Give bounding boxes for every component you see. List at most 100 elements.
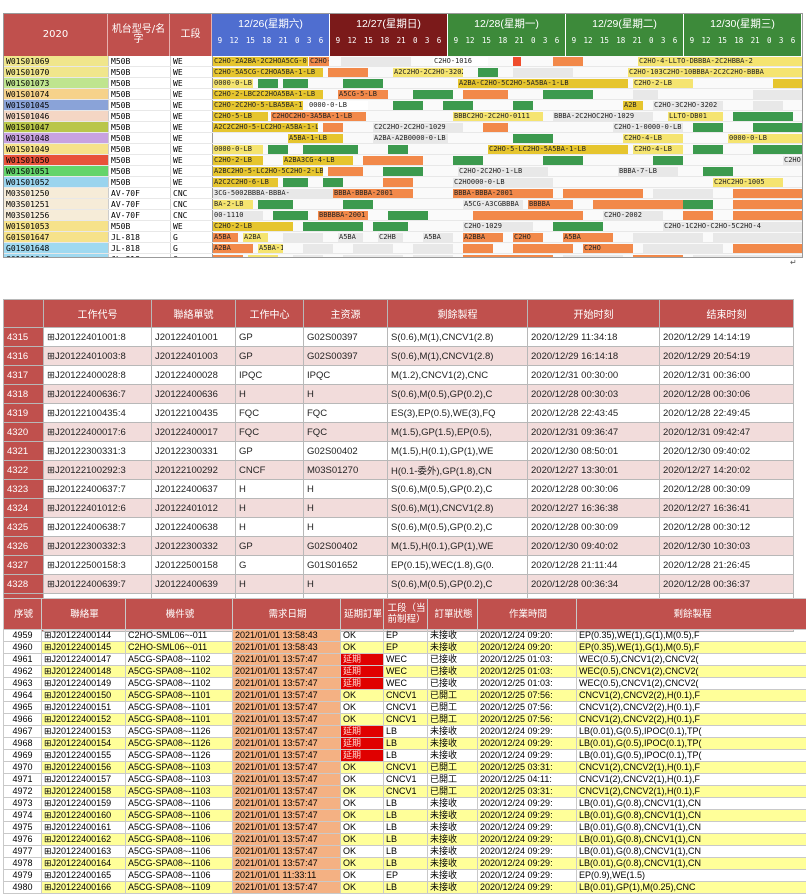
- gantt-task-bar[interactable]: [463, 90, 508, 99]
- gantt-task-bar[interactable]: [593, 200, 683, 209]
- gantt-task-bar[interactable]: A5CG-A3CGBBBA: [463, 200, 523, 209]
- gantt-task-bar[interactable]: C2HC2HO-1005: [713, 178, 783, 187]
- gantt-task-bar[interactable]: [513, 68, 573, 77]
- gantt-task-bar[interactable]: C2HO-3C2HO-3202: [653, 101, 723, 110]
- gantt-task-bar[interactable]: A2BA: [213, 244, 253, 253]
- gantt-task-bar[interactable]: C2HO-5-LC2HO-5A5BA-1-LB: [488, 145, 628, 154]
- gantt-task-bar[interactable]: A2C2HO-2C2HO-3202: [393, 68, 463, 77]
- gantt-task-bar[interactable]: A5CG-5-LB: [338, 90, 388, 99]
- gantt-task-bar[interactable]: [513, 57, 521, 66]
- column-header[interactable]: 機件號: [126, 599, 233, 630]
- gantt-task-bar[interactable]: C2HO-2A2BA-2C2HOA5CG-0-LB: [309, 57, 329, 66]
- gantt-task-bar[interactable]: A2BA-C2HO-5C2HO-5A5BA-1-LB: [458, 79, 628, 88]
- gantt-task-bar[interactable]: [513, 244, 573, 253]
- gantt-task-bar[interactable]: [633, 233, 703, 242]
- column-header[interactable]: 主资源: [304, 300, 388, 328]
- gantt-task-bar[interactable]: [653, 156, 683, 165]
- column-header[interactable]: 工作中心: [236, 300, 304, 328]
- gantt-task-bar[interactable]: [713, 233, 803, 242]
- gantt-task-bar[interactable]: [328, 167, 363, 176]
- gantt-task-bar[interactable]: 0000-0-LB: [308, 101, 368, 110]
- gantt-task-bar[interactable]: [693, 123, 723, 132]
- gantt-task-bar[interactable]: [693, 255, 803, 258]
- gantt-task-bar[interactable]: C2HO-1016: [433, 57, 488, 66]
- gantt-task-bar[interactable]: [643, 244, 723, 253]
- gantt-task-bar[interactable]: [213, 255, 243, 258]
- gantt-task-bar[interactable]: [733, 244, 803, 253]
- gantt-task-bar[interactable]: [303, 222, 363, 231]
- gantt-task-bar[interactable]: A2BA3CG-4-LB: [283, 156, 353, 165]
- gantt-task-bar[interactable]: BBBBA: [528, 200, 573, 209]
- gantt-task-bar[interactable]: [773, 79, 803, 88]
- gantt-task-bar[interactable]: C2HO-2-LB: [633, 79, 693, 88]
- gantt-task-bar[interactable]: [258, 79, 278, 88]
- gantt-task-bar[interactable]: BBBC2HO-2C2HO-0111: [453, 112, 543, 121]
- gantt-task-bar[interactable]: [753, 123, 803, 132]
- gantt-task-bar[interactable]: C2HO-1-: [783, 156, 803, 165]
- gantt-task-bar[interactable]: C2HO-5A5CG-C2HOA5BA-1-LB: [213, 68, 323, 77]
- gantt-task-bar[interactable]: BBBA-2C2HOC2HO-1029: [553, 112, 653, 121]
- gantt-task-bar[interactable]: [283, 178, 308, 187]
- gantt-task-bar[interactable]: C2HO-2C2HO-1-LB: [458, 167, 548, 176]
- gantt-task-bar[interactable]: [463, 244, 493, 253]
- gantt-task-bar[interactable]: [683, 200, 713, 209]
- gantt-task-bar[interactable]: [733, 112, 793, 121]
- gantt-task-bar[interactable]: C2HOC2HO-3A5BA-1-LB: [271, 112, 366, 121]
- gantt-task-bar[interactable]: [388, 145, 408, 154]
- gantt-task-bar[interactable]: A5BA-1104: [258, 244, 283, 253]
- gantt-task-bar[interactable]: [258, 200, 293, 209]
- column-header[interactable]: [4, 300, 44, 328]
- gantt-task-bar[interactable]: [753, 101, 783, 110]
- gantt-task-bar[interactable]: [633, 255, 683, 258]
- gantt-task-bar[interactable]: [413, 255, 453, 258]
- gantt-task-bar[interactable]: A2C2C2HO-6-LB: [213, 178, 278, 187]
- gantt-task-bar[interactable]: [353, 244, 393, 253]
- gantt-task-bar[interactable]: C2HO-2-LB: [213, 222, 293, 231]
- gantt-task-bar[interactable]: BBBA-BBBA-2001: [333, 189, 413, 198]
- gantt-task-bar[interactable]: C2HO-4-LLTO-DBBBA-2C2HBBA-2: [638, 57, 803, 66]
- gantt-task-bar[interactable]: A5BA: [338, 233, 363, 242]
- gantt-task-bar[interactable]: [478, 68, 498, 77]
- gantt-task-bar[interactable]: [388, 211, 428, 220]
- gantt-task-bar[interactable]: [273, 211, 308, 220]
- gantt-task-bar[interactable]: A5BA: [423, 233, 453, 242]
- gantt-task-bar[interactable]: C2HO-1029: [463, 222, 533, 231]
- column-header[interactable]: 结束时刻: [660, 300, 794, 328]
- gantt-task-bar[interactable]: BA-2-LB: [213, 200, 253, 209]
- column-header[interactable]: 开始时刻: [528, 300, 660, 328]
- gantt-task-bar[interactable]: BBBBBA-2001: [318, 211, 368, 220]
- gantt-task-bar[interactable]: [553, 222, 603, 231]
- gantt-task-bar[interactable]: BBBA-7-LB: [618, 167, 678, 176]
- gantt-task-bar[interactable]: [383, 167, 423, 176]
- column-header[interactable]: 序號: [4, 599, 42, 630]
- gantt-task-bar[interactable]: 00-1110: [213, 211, 263, 220]
- gantt-task-bar[interactable]: [283, 233, 323, 242]
- gantt-task-bar[interactable]: A2C2C2HO-5-LC2HO-A5BA-1-LB: [213, 123, 318, 132]
